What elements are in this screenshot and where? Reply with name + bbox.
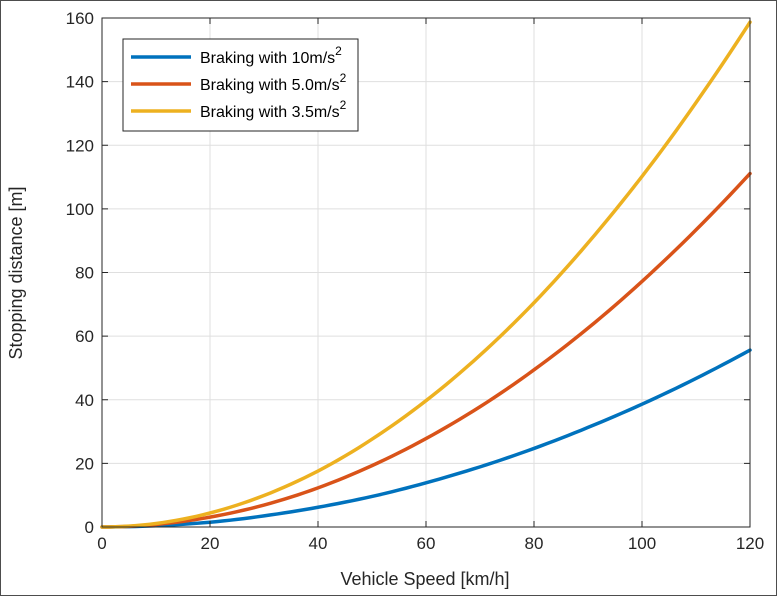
legend-label: Braking with 5.0m/s2 (200, 71, 347, 94)
y-tick-label: 0 (85, 518, 94, 537)
tick-labels: 0 20 40 60 80 100 120 0 20 40 60 80 100 120 140 160 (66, 9, 765, 553)
x-tick-label: 120 (736, 534, 764, 553)
series-line (100, 171, 752, 529)
y-tick-label: 20 (75, 454, 94, 473)
x-tick-label: 40 (309, 534, 328, 553)
x-tick-label: 0 (97, 534, 106, 553)
series-line (100, 20, 752, 529)
x-tick-label: 60 (417, 534, 436, 553)
x-axis-label: Vehicle Speed [km/h] (340, 569, 509, 589)
legend-label: Braking with 10m/s2 (200, 44, 342, 67)
x-tick-label: 20 (201, 534, 220, 553)
legend-label: Braking with 3.5m/s2 (200, 98, 347, 121)
y-tick-label: 120 (66, 136, 94, 155)
tick-marks (101, 17, 751, 528)
y-tick-label: 100 (66, 200, 94, 219)
y-tick-label: 160 (66, 9, 94, 28)
y-tick-label: 140 (66, 73, 94, 92)
legend: Braking with 10m/s2 Braking with 5.0m/s2 B… (122, 38, 359, 132)
y-axis-label: Stopping distance [m] (6, 186, 26, 359)
y-tick-label: 80 (75, 264, 94, 283)
x-tick-label: 80 (525, 534, 544, 553)
y-tick-label: 40 (75, 391, 94, 410)
x-tick-label: 100 (628, 534, 656, 553)
grid-lines (101, 17, 751, 528)
y-tick-label: 60 (75, 327, 94, 346)
